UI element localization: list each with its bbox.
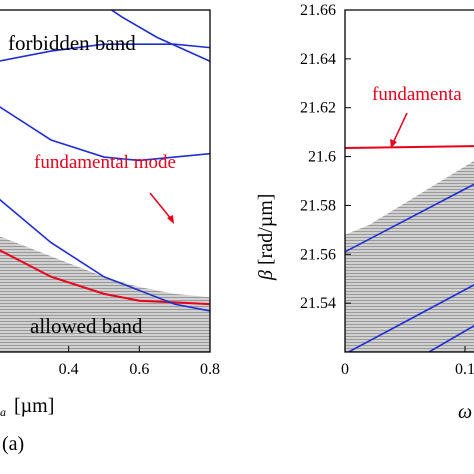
allowed-band-label: allowed band: [30, 314, 143, 338]
right-y-tick-label: 21.64: [300, 51, 336, 68]
left-x-tick-label: 0.8: [200, 361, 220, 378]
right-y-tick-label: 21.6: [308, 149, 336, 166]
arrow-head-right: [390, 139, 397, 148]
fundamental-mode-arrow-right: [392, 112, 408, 144]
left-panel-plot: 0.4 0.6 0.8 forbidden band allowed band fu…: [0, 9, 220, 455]
right-y-tick-label: 21.56: [300, 246, 336, 263]
right-x-tick-label: 0: [341, 361, 349, 378]
right-x-axis-label: ω: [458, 401, 472, 423]
left-axes-frame: [0, 9, 211, 353]
right-y-axis-label: β [rad/µm]: [255, 194, 277, 281]
left-x-axis-label: a [µm]: [0, 395, 54, 419]
left-x-tick-label: 0.6: [129, 361, 149, 378]
right-y-tick-label: 21.66: [300, 2, 336, 19]
fundamental-mode-curve-left: [0, 249, 210, 306]
left-x-tick-label: 0.4: [59, 361, 79, 378]
right-axes-frame: [344, 9, 474, 353]
mode-curve-left-2: [0, 106, 210, 162]
fundamental-mode-curve-right: [345, 145, 474, 150]
forbidden-band-label: forbidden band: [8, 31, 136, 55]
arrow-head-left: [167, 215, 174, 224]
mode-curve-right-3: [428, 324, 474, 352]
fundamental-mode-label-left: fundamental mode: [34, 152, 176, 173]
right-y-tick-label: 21.54: [300, 295, 336, 312]
fundamental-mode-arrow-left: [149, 192, 173, 221]
mode-curve-left-3: [0, 43, 210, 62]
allowed-band-region-right: [345, 160, 474, 352]
right-x-tick-label: 0.1: [455, 361, 474, 378]
right-y-tick-label: 21.62: [300, 100, 336, 117]
fundamental-mode-label-right: fundamenta: [372, 84, 462, 105]
mode-curve-right-1: [345, 183, 474, 253]
mode-curve-right-2: [348, 284, 474, 352]
right-y-tick-label: 21.58: [300, 197, 336, 214]
panel-label: (a): [2, 433, 24, 455]
right-panel-plot: 21.54 21.56 21.58 21.6 21.62 21.64 21.66 0 0.1 f…: [255, 2, 474, 423]
mode-curve-left-4: [110, 10, 210, 63]
mode-curve-left-1: [0, 198, 210, 312]
